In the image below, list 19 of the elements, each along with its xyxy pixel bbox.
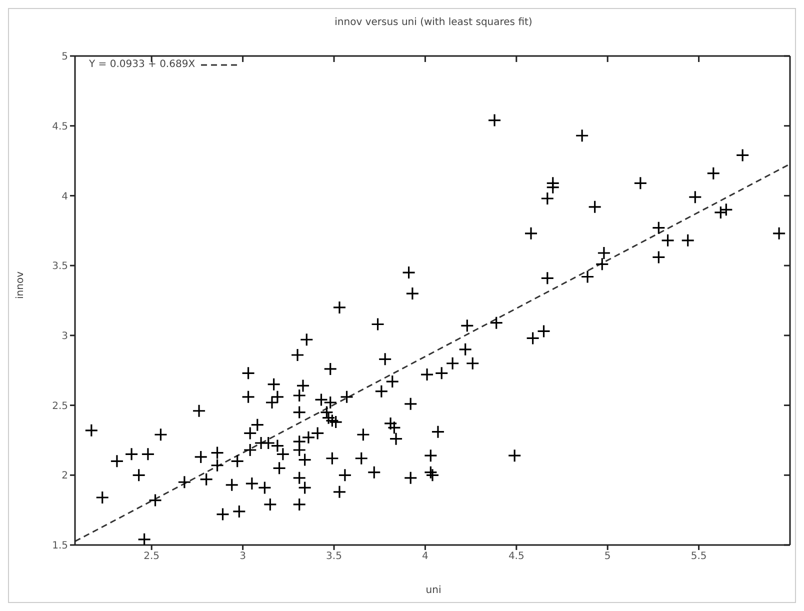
x-tick-label: 4 xyxy=(422,551,428,562)
y-tick-label: 2.5 xyxy=(52,400,68,412)
y-tick-label: 2 xyxy=(62,470,68,482)
y-tick-label: 5 xyxy=(62,52,68,63)
x-tick-label: 4.5 xyxy=(508,551,524,562)
y-tick-label: 4.5 xyxy=(52,121,68,132)
chart-title: innov versus uni (with least squares fit) xyxy=(334,17,534,28)
legend-label: Y = 0.0933 + 0.689X xyxy=(89,59,196,70)
x-tick-label: 3.5 xyxy=(326,551,342,562)
y-tick-label: 3 xyxy=(62,330,68,342)
x-tick-label: 3 xyxy=(240,551,246,562)
x-axis-title: uni xyxy=(424,585,442,596)
y-tick-label: 3.5 xyxy=(52,261,68,272)
x-tick-label: 2.5 xyxy=(144,551,160,562)
y-axis-title: innov xyxy=(15,272,26,299)
x-tick-label: 5.5 xyxy=(690,551,707,562)
y-tick-label: 4 xyxy=(62,191,68,202)
y-tick-label: 1.5 xyxy=(52,540,68,552)
x-tick-label: 5 xyxy=(604,551,611,562)
